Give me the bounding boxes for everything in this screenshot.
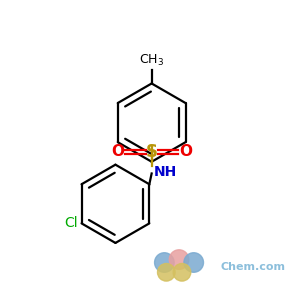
Text: NH: NH: [154, 164, 177, 178]
Circle shape: [158, 263, 175, 281]
Text: Cl: Cl: [64, 216, 78, 230]
Circle shape: [184, 253, 203, 272]
Circle shape: [169, 250, 189, 269]
Text: O: O: [111, 145, 124, 160]
Circle shape: [173, 263, 191, 281]
Circle shape: [154, 253, 174, 272]
Text: O: O: [179, 145, 192, 160]
Text: Chem.com: Chem.com: [220, 262, 285, 272]
Text: CH$_3$: CH$_3$: [139, 53, 164, 68]
Text: S: S: [146, 143, 158, 161]
